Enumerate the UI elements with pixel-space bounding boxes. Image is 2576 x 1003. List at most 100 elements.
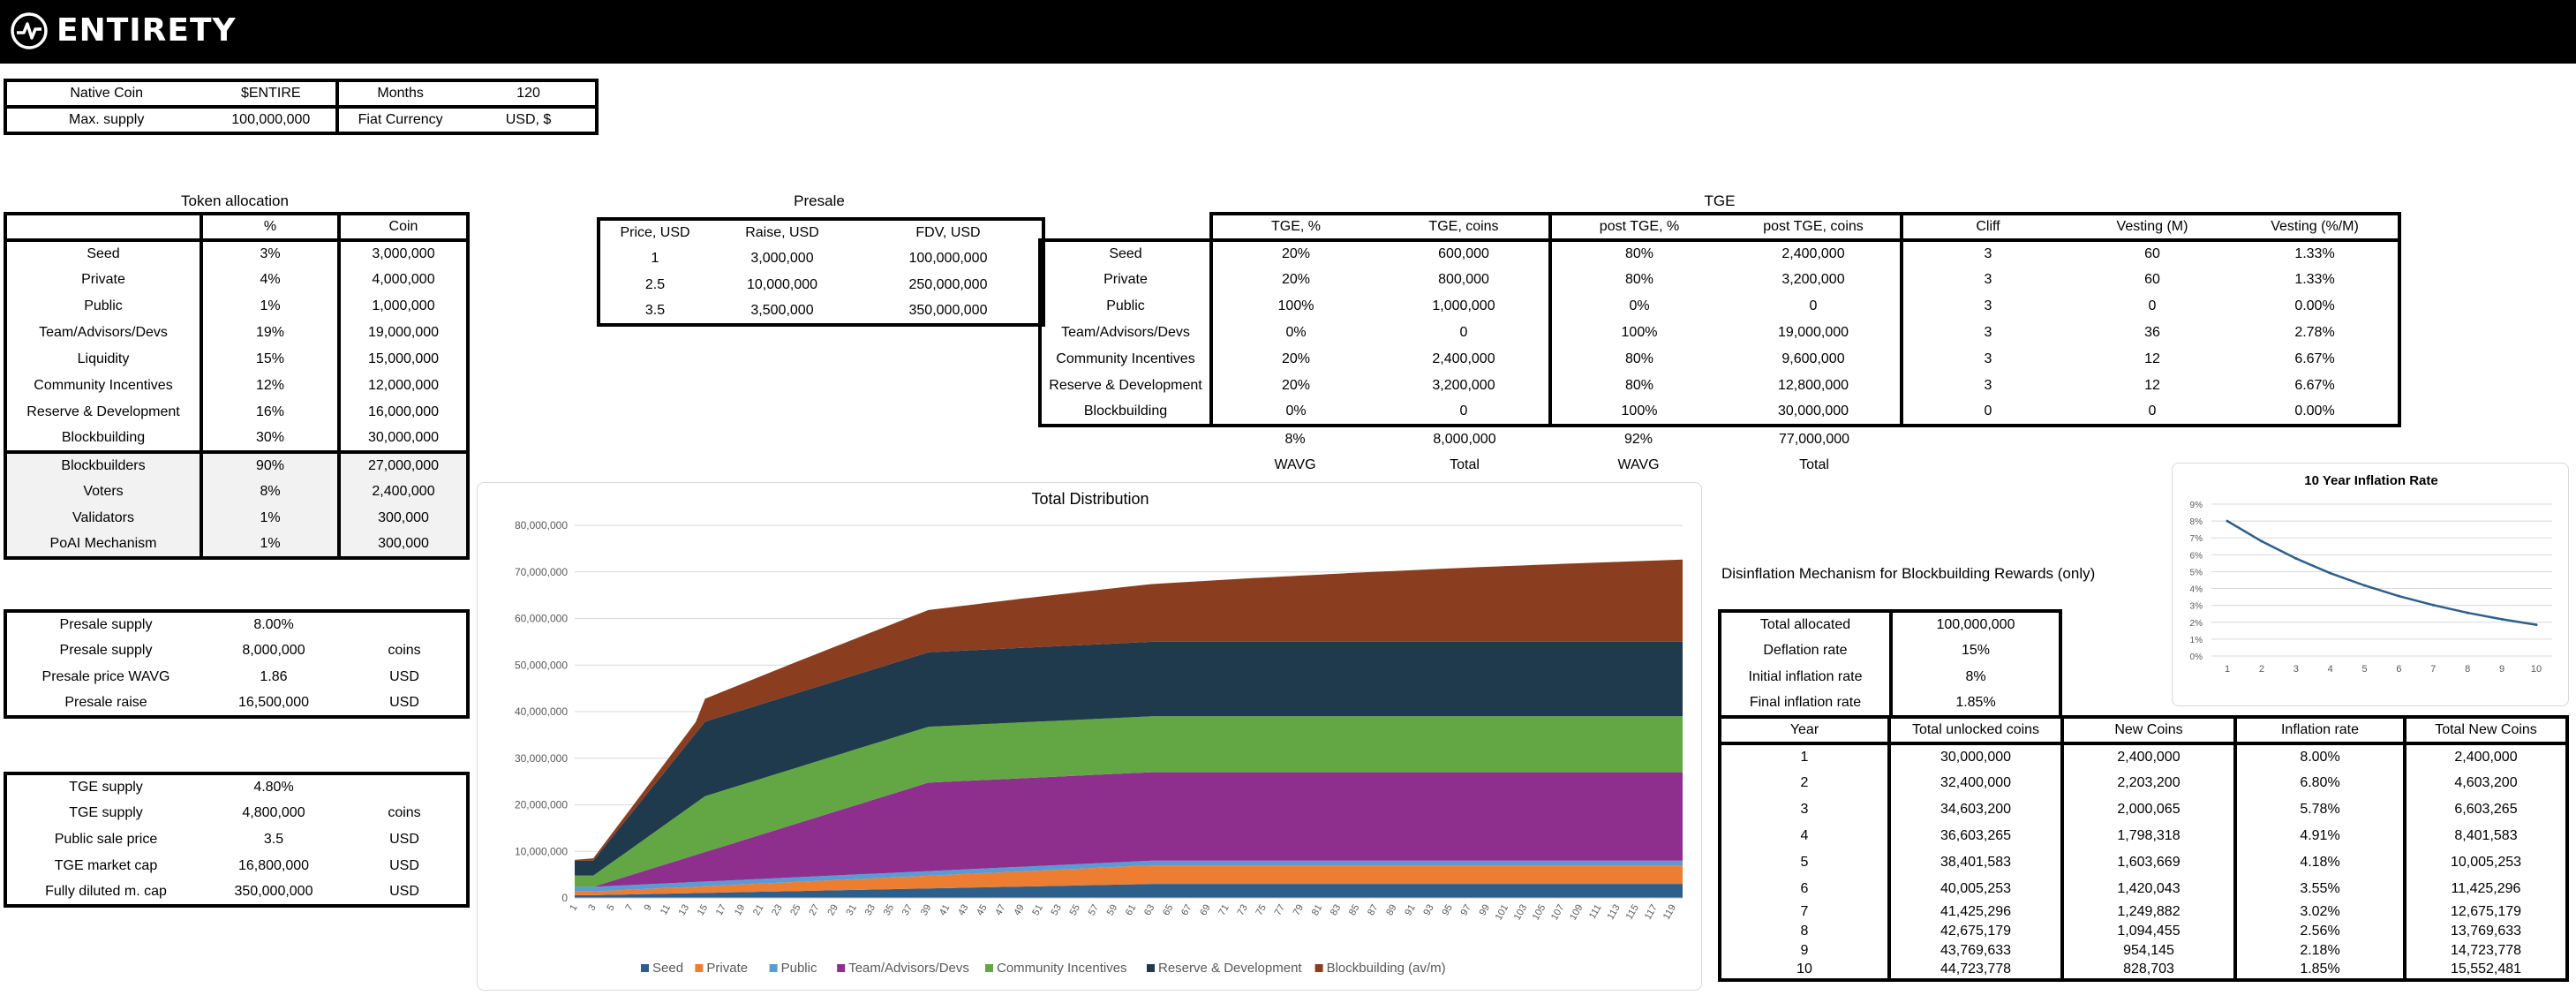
disinflation-params-table: Total allocated 100,000,000 Deflation rate… [1718,609,2062,719]
x-tick-label: 10 [2531,664,2542,675]
x-tick-label: 49 [1012,903,1027,918]
presale-cell: 2.5 [644,277,666,292]
tge-cell: 0% [1548,293,1727,320]
allocation-cell: Seed [87,246,120,261]
tge-header-cell: post TGE, coins [1727,212,1902,242]
presale-cell: 3,000,000 [750,251,814,266]
allocation-cell: 1% [200,293,339,320]
presale-cell: 250,000,000 [908,277,988,292]
allocation-cell: 3,000,000 [337,240,468,267]
table-row: Price, USD Raise, USD FDV, USD [599,219,1043,245]
disinflation-param-cell: Initial inflation rate [1748,669,1863,684]
presale-stats-table: Presale supply 8.00% Presale supply 8,000,0… [4,609,470,719]
table-row: Total allocated 100,000,000 [1720,611,2060,637]
tge-cell: 0 [1379,399,1550,427]
tge-cell: 3 [1900,373,2073,399]
table-row: Initial inflation rate 8% [1720,664,2060,690]
presale-header-cell: Raise, USD [745,225,819,240]
table-row: Private 4% 4,000,000 [5,267,468,293]
legend-item: Community Incentives [985,961,1127,976]
data-point [2500,617,2504,621]
tge-header-cell [1040,214,1211,242]
tge-stat-cell: 350,000,000 [234,884,313,899]
months-label: Months [335,80,463,107]
disinflation-cell: 1 [1800,750,1809,765]
allocation-cell: 3% [200,240,339,267]
tge-cell: Seed [1038,240,1211,267]
months-value: 120 [516,86,540,101]
table-row: Seed 3% 3,000,000 [5,240,468,267]
tge-empty-cell [1040,426,1211,452]
x-tick-label: 105 [1531,903,1548,923]
allocation-cell: Reserve & Development [26,404,180,419]
x-tick-label: 85 [1347,903,1362,918]
blockbuilding-split-cell: 300,000 [337,505,468,532]
y-tick-label: 30,000,000 [515,752,568,765]
disinflation-cell: 43,769,633 [1887,941,2062,961]
table-row: Seed 20% 600,000 80% 2,400,000 3 60 1.33% [1038,240,2401,267]
table-row: 4 36,603,265 1,798,318 4.91% 8,401,583 [1720,823,2567,849]
tge-cell: 6.67% [2232,373,2401,399]
disinflation-param-cell: 1.85% [1889,690,2060,717]
presale-stat-cell: 16,500,000 [237,695,310,710]
blockbuilding-split-cell: 2,400,000 [337,479,468,505]
tge-cell: 0.00% [2232,293,2401,320]
y-tick-label: 7% [2190,534,2203,544]
inflation-rate-svg: 10 Year Inflation Rate 0% 1% 2% 3% 4% 5% 6% 7% 8%… [2190,473,2552,675]
y-tick-label: 5% [2190,568,2203,577]
disinflation-cell: 1.85% [2233,961,2405,980]
tge-cell: 0.00% [2232,399,2401,427]
x-tick-label: 43 [956,903,971,918]
x-tick-label: 113 [1606,903,1623,922]
x-tick-label: 89 [1384,903,1399,918]
x-tick-label: 1 [2225,664,2230,675]
x-tick-label: 73 [1235,903,1250,918]
tge-cell: 2,400,000 [1781,246,1845,261]
presale-stat-cell: Presale raise [64,695,147,710]
x-tick-label: 81 [1310,903,1325,918]
blockbuilding-split-cell: Voters [5,479,201,505]
allocation-cell: 30% [200,426,339,452]
presale-cell: 350,000,000 [908,303,988,318]
allocation-cell: 19% [200,320,339,346]
disinflation-cell: 3.02% [2233,902,2405,922]
tge-cell: 100% [1548,320,1727,346]
table-row: Liquidity 15% 15,000,000 [5,346,468,373]
tge-cell: 3,200,000 [1432,378,1495,393]
tge-header-cell: post TGE, % [1548,212,1727,242]
presale-cell: 3.5 [644,303,666,318]
disinflation-cell: 1,798,318 [2060,823,2235,849]
tge-cell: 1,000,000 [1432,298,1495,313]
tge-empty-cell [1040,452,1211,479]
data-point [2363,584,2367,587]
y-tick-label: 1% [2190,636,2203,645]
table-row: Team/Advisors/Devs 19% 19,000,000 [5,320,468,346]
table-row: 2 32,400,000 2,203,200 6.80% 4,603,200 [1720,770,2567,796]
table-row: TGE supply 4.80% [5,773,468,800]
legend-swatch [985,964,993,972]
tge-cell: 6.67% [2232,346,2401,373]
max-supply-label: Max. supply [68,112,145,127]
presale-cell: 3,500,000 [750,303,814,318]
tge-stat-cell: Fully diluted m. cap [45,884,167,899]
table-row: Presale raise 16,500,000 USD [5,690,468,717]
allocation-cell: 1,000,000 [337,293,468,320]
presale-header-cell: Price, USD [620,225,690,240]
tge-cell: 3 [1900,293,2073,320]
tge-cell: 60 [2144,246,2160,261]
data-point [2329,571,2332,575]
disinflation-cell: 10 [1796,962,1812,977]
disinflation-cell: 40,005,253 [1887,876,2062,902]
disinflation-cell: 2,400,000 [2060,743,2235,770]
total-distribution-svg: Total Distribution 0 10,000,000 20,000,000 3… [515,490,1683,976]
tge-stat-cell: 3.5 [263,832,284,847]
table-row: 8% 8,000,000 92% 77,000,000 [1040,426,2399,452]
x-tick-label: 1 [568,903,579,913]
allocation-cell: 12,000,000 [337,373,468,399]
data-point [2466,611,2469,615]
x-tick-label: 11 [659,903,673,917]
disinflation-header-cell: Total New Coins [2403,717,2567,743]
presale-cell: 100,000,000 [908,251,988,266]
x-tick-label: 71 [1216,903,1232,918]
disinflation-cell: 36,603,265 [1887,823,2062,849]
